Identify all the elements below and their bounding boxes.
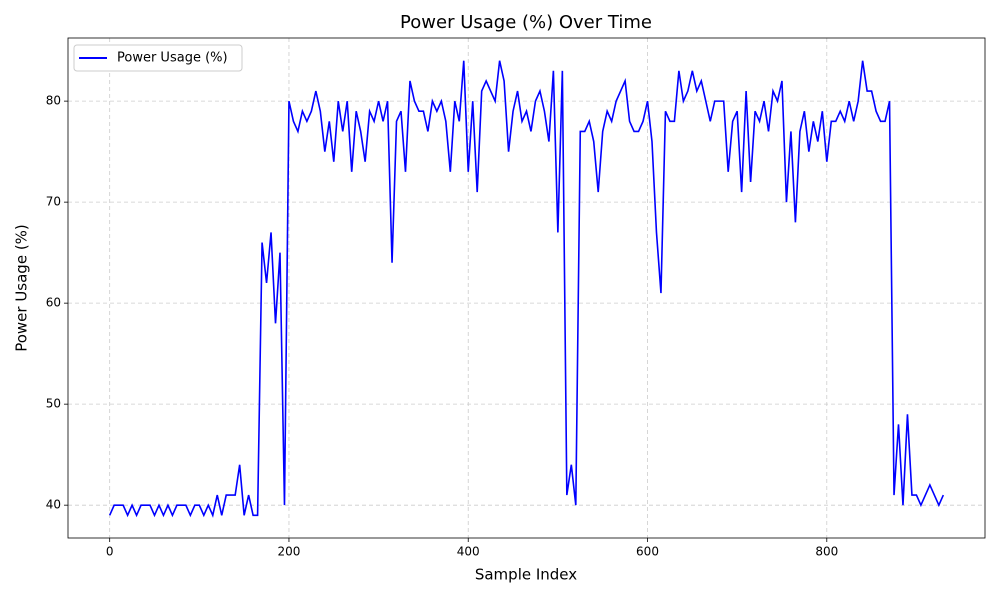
legend-box [73, 44, 243, 72]
x-tick-label: 600 [636, 545, 659, 559]
x-axis-label: Sample Index [475, 566, 577, 584]
x-tick-label: 0 [106, 545, 114, 559]
plot-frame [67, 37, 986, 539]
y-tick-label: 70 [46, 195, 61, 209]
x-tick-label: 400 [457, 545, 480, 559]
y-tick-label: 50 [46, 397, 61, 411]
legend-label: Power Usage (%) [117, 51, 228, 66]
x-tick-label: 200 [278, 545, 301, 559]
y-axis-label: Power Usage (%) [13, 224, 31, 352]
y-tick-label: 80 [46, 94, 61, 108]
chart-title: Power Usage (%) Over Time [400, 12, 652, 33]
x-tick-label: 800 [815, 545, 838, 559]
y-tick-label: 60 [46, 296, 61, 310]
data-line [108, 60, 945, 518]
y-tick-label: 40 [46, 498, 61, 512]
